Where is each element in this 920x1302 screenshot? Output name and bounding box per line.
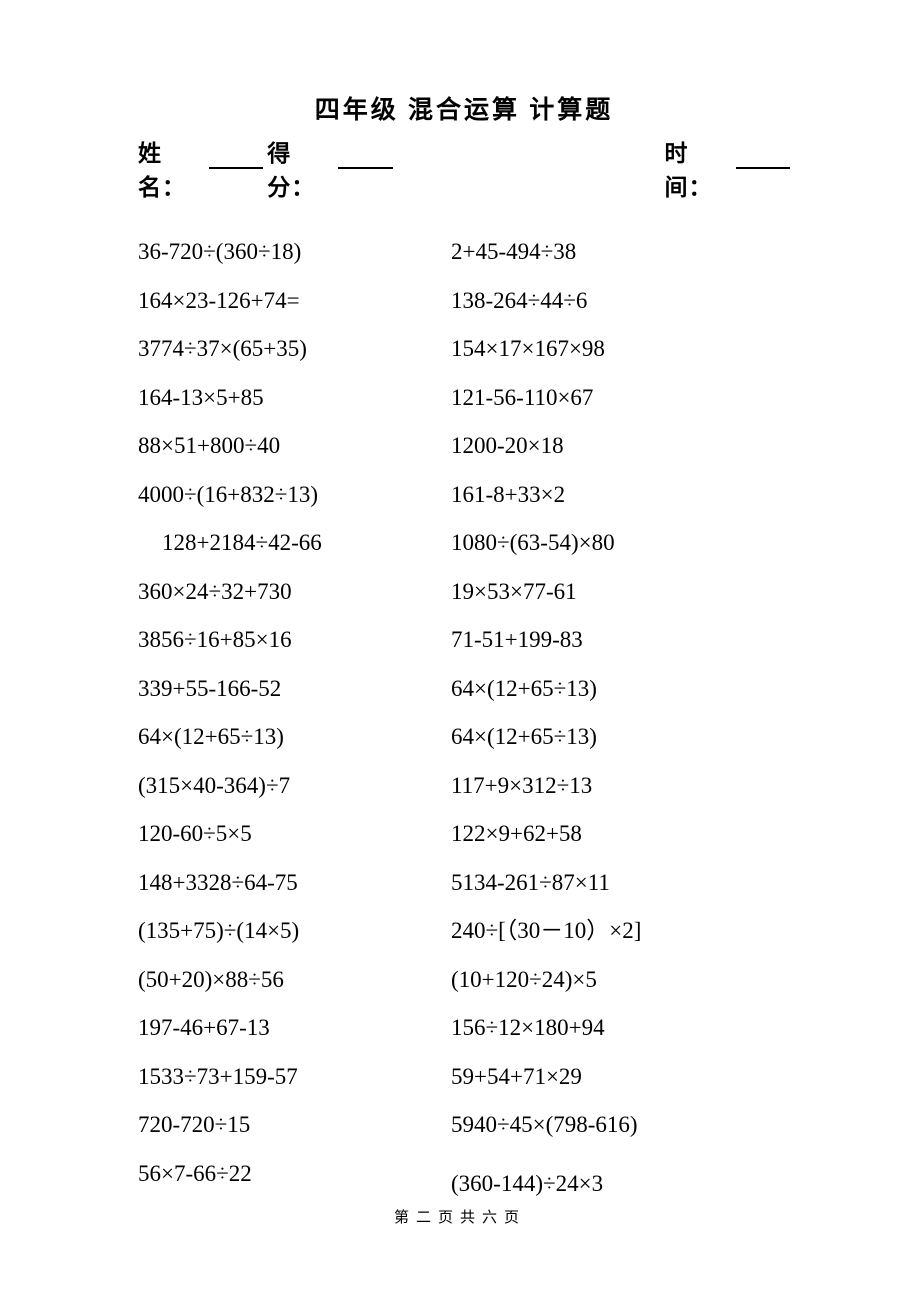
expression: 1200-20×18	[451, 434, 790, 457]
expression: 71-51+199-83	[451, 628, 790, 651]
expression: 164-13×5+85	[138, 386, 451, 409]
expression: 117+9×312÷13	[451, 774, 790, 797]
expression: 1533÷73+159-57	[138, 1065, 451, 1088]
time-label: 时间：	[665, 134, 732, 202]
expression: 720-720÷15	[138, 1113, 451, 1136]
expression: 128+2184÷42-66	[138, 531, 451, 554]
expression: 122×9+62+58	[451, 822, 790, 845]
expression: 156÷12×180+94	[451, 1016, 790, 1039]
expression: 161-8+33×2	[451, 483, 790, 506]
expression: 56×7-66÷22	[138, 1162, 451, 1185]
header-left: 姓名： 得分：	[138, 134, 397, 202]
worksheet-title: 四年级 混合运算 计算题	[138, 90, 790, 126]
score-blank	[338, 167, 392, 169]
left-column: 36-720÷(360÷18) 164×23-126+74= 3774÷37×(65…	[138, 240, 451, 1220]
expression: 5134-261÷87×11	[451, 871, 790, 894]
expression: 148+3328÷64-75	[138, 871, 451, 894]
expression: 2+45-494÷38	[451, 240, 790, 263]
header-right: 时间：	[665, 134, 791, 202]
right-column: 2+45-494÷38 138-264÷44÷6 154×17×167×98 121-…	[451, 240, 790, 1220]
name-label: 姓名：	[138, 134, 205, 202]
expression: 3774÷37×(65+35)	[138, 337, 451, 360]
expression: 59+54+71×29	[451, 1065, 790, 1088]
page-footer: 第二页共六页	[0, 1206, 920, 1227]
time-blank	[736, 167, 790, 169]
expression: 19×53×77-61	[451, 580, 790, 603]
expression: 240÷[（30－10）×2]	[451, 919, 790, 942]
expression: 138-264÷44÷6	[451, 289, 790, 312]
expression: 64×(12+65÷13)	[138, 725, 451, 748]
expression: 64×(12+65÷13)	[451, 725, 790, 748]
expression: 5940÷45×(798-616)	[451, 1113, 790, 1136]
expression: 339+55-166-52	[138, 677, 451, 700]
expression: 4000÷(16+832÷13)	[138, 483, 451, 506]
expression: (135+75)÷(14×5)	[138, 919, 451, 942]
expression: 3856÷16+85×16	[138, 628, 451, 651]
expression: 1080÷(63-54)×80	[451, 531, 790, 554]
header-row: 姓名： 得分： 时间：	[138, 134, 790, 202]
expression: 36-720÷(360÷18)	[138, 240, 451, 263]
expression: 120-60÷5×5	[138, 822, 451, 845]
expression: (360-144)÷24×3	[451, 1172, 790, 1195]
expression: 164×23-126+74=	[138, 289, 451, 312]
expression: (10+120÷24)×5	[451, 968, 790, 991]
name-blank	[209, 167, 263, 169]
expression: (50+20)×88÷56	[138, 968, 451, 991]
problem-columns: 36-720÷(360÷18) 164×23-126+74= 3774÷37×(65…	[138, 240, 790, 1220]
expression: 121-56-110×67	[451, 386, 790, 409]
expression: 64×(12+65÷13)	[451, 677, 790, 700]
expression: 88×51+800÷40	[138, 434, 451, 457]
expression: 360×24÷32+730	[138, 580, 451, 603]
expression: 197-46+67-13	[138, 1016, 451, 1039]
expression: 154×17×167×98	[451, 337, 790, 360]
expression: (315×40-364)÷7	[138, 774, 451, 797]
score-label: 得分：	[267, 134, 334, 202]
